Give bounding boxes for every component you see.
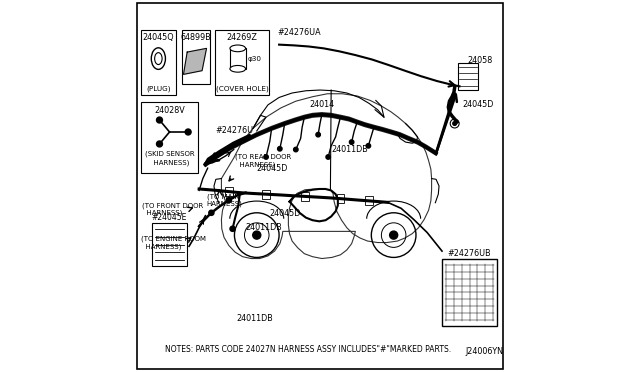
Circle shape bbox=[185, 129, 191, 135]
Text: (SKID SENSOR: (SKID SENSOR bbox=[145, 151, 195, 157]
Text: 24045Q: 24045Q bbox=[143, 33, 174, 42]
Circle shape bbox=[390, 231, 397, 239]
Text: #24276U: #24276U bbox=[215, 126, 253, 135]
Text: φ30: φ30 bbox=[248, 55, 261, 62]
Bar bbox=[141, 102, 198, 173]
Text: 64899B: 64899B bbox=[180, 33, 211, 42]
Text: 24011DB: 24011DB bbox=[246, 223, 282, 232]
Circle shape bbox=[278, 147, 282, 151]
Bar bbox=[152, 223, 187, 266]
Circle shape bbox=[453, 122, 456, 125]
Text: #24045E: #24045E bbox=[152, 213, 188, 222]
Text: 24058: 24058 bbox=[467, 56, 492, 65]
Ellipse shape bbox=[230, 45, 246, 52]
Circle shape bbox=[294, 147, 298, 152]
Circle shape bbox=[316, 132, 321, 137]
Bar bbox=[365, 196, 373, 205]
Ellipse shape bbox=[151, 48, 165, 69]
Bar bbox=[337, 194, 344, 203]
Circle shape bbox=[326, 155, 330, 159]
Bar bbox=[262, 190, 270, 199]
Text: HARNESS): HARNESS) bbox=[149, 160, 189, 166]
Text: (TO REAR DOOR
  HARNESS): (TO REAR DOOR HARNESS) bbox=[235, 154, 291, 168]
Text: J24006YN: J24006YN bbox=[466, 347, 504, 356]
Text: 24011DB: 24011DB bbox=[236, 314, 273, 323]
Bar bbox=[215, 30, 269, 95]
Bar bbox=[182, 30, 209, 84]
Bar bbox=[225, 187, 232, 196]
Bar bbox=[141, 30, 176, 95]
Text: (TO FRONT DOOR
  HARNESS): (TO FRONT DOOR HARNESS) bbox=[142, 202, 204, 216]
Text: 24045D: 24045D bbox=[270, 209, 301, 218]
Circle shape bbox=[230, 226, 235, 231]
Circle shape bbox=[253, 231, 260, 239]
Circle shape bbox=[157, 141, 163, 147]
Circle shape bbox=[209, 210, 214, 215]
Bar bbox=[458, 63, 477, 90]
Ellipse shape bbox=[230, 65, 246, 72]
Bar bbox=[230, 48, 246, 69]
Text: 24011DB: 24011DB bbox=[331, 145, 368, 154]
Circle shape bbox=[349, 140, 354, 144]
Text: (PLUG): (PLUG) bbox=[146, 86, 171, 92]
Text: #24276UA: #24276UA bbox=[277, 28, 321, 37]
Text: (COVER HOLE): (COVER HOLE) bbox=[216, 86, 268, 92]
Ellipse shape bbox=[155, 53, 162, 65]
Text: 24014: 24014 bbox=[310, 100, 335, 109]
Text: (TO ENGINE ROOM
  HARNESS): (TO ENGINE ROOM HARNESS) bbox=[141, 235, 205, 250]
Text: #24276UB: #24276UB bbox=[448, 249, 492, 258]
Circle shape bbox=[264, 155, 268, 159]
Text: NOTES: PARTS CODE 24027N HARNESS ASSY INCLUDES"#"MARKED PARTS.: NOTES: PARTS CODE 24027N HARNESS ASSY IN… bbox=[164, 345, 451, 354]
Text: 24269Z: 24269Z bbox=[227, 33, 257, 42]
Bar bbox=[442, 259, 497, 326]
Polygon shape bbox=[184, 48, 207, 74]
Bar bbox=[301, 192, 309, 201]
Circle shape bbox=[366, 144, 371, 148]
Text: 24045D: 24045D bbox=[462, 100, 493, 109]
Text: (TO MAIN
HARNESS): (TO MAIN HARNESS) bbox=[207, 193, 243, 207]
Circle shape bbox=[157, 117, 163, 123]
Text: 24028V: 24028V bbox=[154, 106, 185, 115]
Text: 24045D: 24045D bbox=[257, 164, 288, 173]
Circle shape bbox=[227, 198, 232, 203]
